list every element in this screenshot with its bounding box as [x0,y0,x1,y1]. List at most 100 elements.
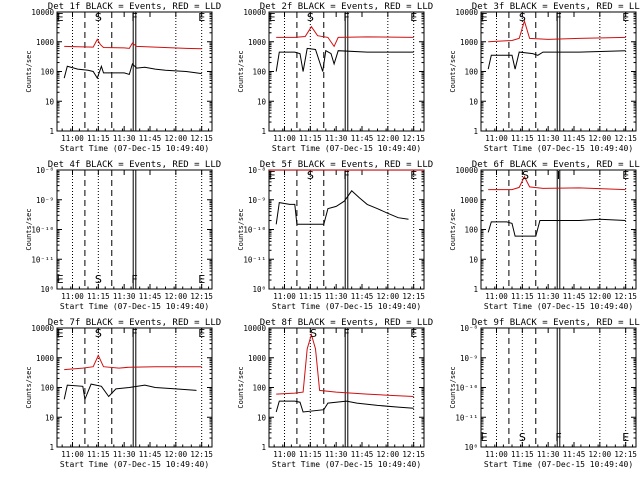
y-tick-label: 1 [49,127,54,136]
event-marker: E [410,169,417,182]
x-tick-label: 11:30 [113,450,136,459]
series-events-line [275,47,414,72]
y-tick-label: 10 [45,413,55,422]
series-events-line [63,62,202,80]
x-tick-label: 11:30 [113,292,136,301]
event-marker: E [198,273,205,286]
y-tick-label: 10⁰ [252,285,266,294]
panel-title: Det 8f BLACK = Events, RED = LLD [260,318,433,328]
x-axis-label: Start Time (07-Dec-15 10:49:40) [60,144,209,153]
y-tick-label: 10⁻⁹ [248,196,266,205]
y-tick-label: 10 [469,97,479,106]
series-lld-line [276,25,414,48]
x-axis-label: Start Time (07-Dec-15 10:49:40) [484,302,633,311]
plot-frame [56,327,213,448]
y-tick-label: 1 [49,443,54,452]
plot-frame [56,169,213,290]
event-marker: F [131,327,137,340]
y-tick-label: 10 [257,97,267,106]
x-axis-label: Start Time (07-Dec-15 10:49:40) [484,460,633,469]
y-tick-label: 10⁻¹¹ [243,255,266,264]
x-tick-label: 12:15 [190,134,213,143]
series-events-line [63,383,197,402]
event-marker: S [95,273,102,286]
panel-8: Det 8f BLACK = Events, RED = LLD 1 10 100 10… [237,318,433,469]
y-axis-label: Counts/sec [237,366,245,408]
panel-3: Det 3f BLACK = Events, RED = LLD 1 10 100 10… [449,2,640,153]
x-tick-label: 11:00 [61,292,84,301]
x-tick-label: 11:00 [485,292,508,301]
panel-title: Det 1f BLACK = Events, RED = LLD [48,2,221,12]
event-marker: F [131,11,137,24]
x-tick-label: 11:15 [511,450,534,459]
y-tick-label: 1000 [36,38,55,47]
y-axis-label: Counts/sec [449,366,457,408]
y-axis-label: Counts/sec [25,208,33,250]
y-axis-label: Counts/sec [25,366,33,408]
plot-frame [268,169,425,290]
y-tick-label: 100 [464,68,478,77]
event-marker: E [481,431,488,444]
y-tick-label: 10000 [31,324,54,333]
x-tick-label: 11:00 [273,134,296,143]
y-axis-label: Counts/sec [237,50,245,92]
x-tick-label: 11:45 [139,450,162,459]
x-tick-label: 11:00 [485,450,508,459]
y-tick-label: 100 [40,68,54,77]
panel-1: Det 1f BLACK = Events, RED = LLD 1 10 100 10… [25,2,221,153]
y-tick-label: 1000 [460,196,479,205]
y-tick-label: 10⁰ [40,285,54,294]
x-tick-label: 11:15 [299,134,322,143]
x-tick-label: 11:30 [325,450,348,459]
event-marker: S [95,11,102,24]
event-marker: E [410,327,417,340]
event-marker: E [269,169,276,182]
plot-frame [480,327,637,448]
y-tick-label: 1 [261,127,266,136]
x-tick-label: 11:30 [537,134,560,143]
x-tick-label: 12:00 [165,450,188,459]
y-tick-label: 10⁻⁸ [460,324,478,333]
x-axis-label: Start Time (07-Dec-15 10:49:40) [272,460,421,469]
event-marker: E [57,273,64,286]
series-events-line [275,190,409,225]
event-marker: E [198,11,205,24]
series-lld-line [64,354,202,371]
y-tick-label: 10⁻¹¹ [31,255,54,264]
y-tick-label: 100 [252,68,266,77]
x-tick-label: 12:15 [402,292,425,301]
x-tick-label: 11:15 [299,450,322,459]
x-tick-label: 11:00 [61,134,84,143]
x-tick-label: 11:15 [299,292,322,301]
x-axis-label: Start Time (07-Dec-15 10:49:40) [272,302,421,311]
x-tick-label: 11:45 [351,292,374,301]
x-axis-label: Start Time (07-Dec-15 10:49:40) [484,144,633,153]
x-tick-label: 11:30 [325,134,348,143]
x-tick-label: 11:00 [61,450,84,459]
x-tick-label: 11:45 [563,134,586,143]
y-tick-label: 1000 [248,354,267,363]
y-tick-label: 1000 [248,38,267,47]
event-marker: E [57,327,64,340]
x-tick-label: 11:45 [139,292,162,301]
series-lld-line [488,19,626,43]
x-tick-label: 12:15 [614,292,637,301]
series-events-line [487,50,626,70]
panel-title: Det 5f BLACK = Events, RED = LLD [260,160,433,170]
event-marker: S [519,11,526,24]
y-tick-label: 10000 [243,8,266,17]
x-tick-label: 11:15 [511,292,534,301]
x-tick-label: 11:30 [113,134,136,143]
x-tick-label: 12:15 [402,450,425,459]
event-marker: F [343,327,349,340]
x-tick-label: 12:15 [402,134,425,143]
event-marker: F [555,11,561,24]
x-tick-label: 12:00 [377,134,400,143]
x-tick-label: 12:00 [377,450,400,459]
y-tick-label: 10⁻⁸ [36,166,54,175]
x-tick-label: 12:00 [165,134,188,143]
event-marker: E [481,11,488,24]
x-tick-label: 12:15 [190,292,213,301]
event-marker: F [555,431,561,444]
event-marker: S [519,431,526,444]
